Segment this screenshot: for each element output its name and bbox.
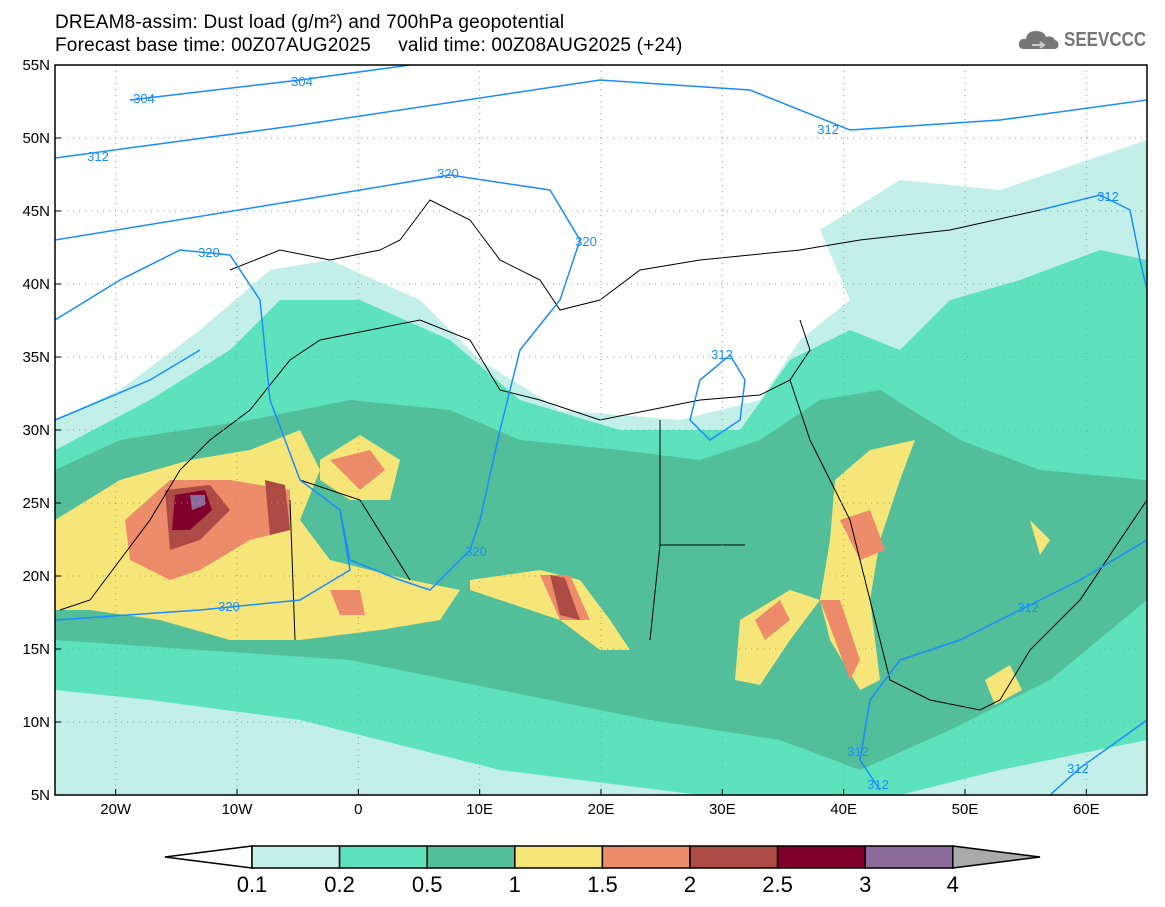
lon-tick-label: 30E <box>709 801 736 818</box>
lat-tick-label: 15N <box>22 641 50 658</box>
lat-tick-label: 40N <box>22 276 50 293</box>
colorbar-swatch <box>776 845 866 869</box>
contour-label: 312 <box>867 777 889 792</box>
colorbar-swatch <box>426 845 516 869</box>
coastlines <box>59 199 1147 711</box>
colorbar-swatch <box>864 845 954 869</box>
lat-tick-label: 55N <box>22 57 50 74</box>
contour-label: 320 <box>465 544 487 559</box>
contour-label: 312 <box>1017 600 1039 615</box>
colorbar-swatch <box>251 845 341 869</box>
geopotential-contours <box>55 65 1147 795</box>
colorbar-swatch <box>601 845 691 869</box>
lon-tick-label: 20W <box>100 801 132 818</box>
contour-label: 320 <box>437 166 459 181</box>
colorbar-label: 0.5 <box>412 872 443 897</box>
contour-labels: 304 304 312 312 312 312 312 312 312 312 … <box>87 74 1119 792</box>
colorbar-label: 2.5 <box>762 872 793 897</box>
longitude-labels: 20W 10W 0 10E 20E 30E 40E 50E 60E <box>100 789 1100 818</box>
contour-label: 312 <box>1097 189 1119 204</box>
contour-label: 320 <box>575 234 597 249</box>
colorbar-label: 0.2 <box>324 872 355 897</box>
lat-tick-label: 35N <box>22 349 50 366</box>
contour-label: 304 <box>133 91 155 106</box>
colorbar-swatch <box>338 845 428 869</box>
colorbar-low-arrow <box>164 845 253 869</box>
colorbar-swatch <box>514 845 604 869</box>
lon-tick-label: 50E <box>952 801 979 818</box>
contour-label: 312 <box>1067 761 1089 776</box>
chart-subtitle: Forecast base time: 00Z07AUG2025 valid t… <box>55 35 683 56</box>
colorbar-label: 2 <box>684 872 696 897</box>
dust-level-3 <box>190 495 205 510</box>
grid-lines <box>55 65 1147 795</box>
contour-label: 320 <box>218 599 240 614</box>
colorbar-label: 4 <box>947 872 959 897</box>
lon-tick-label: 0 <box>354 801 362 818</box>
lat-tick-label: 5N <box>31 787 50 804</box>
lon-tick-label: 40E <box>830 801 857 818</box>
colorbar-high-arrow <box>952 845 1041 869</box>
lat-tick-label: 20N <box>22 568 50 585</box>
seevccc-logo: SEEVCCC <box>1018 27 1161 53</box>
contour-label: 312 <box>711 347 733 362</box>
colorbar: 0.1 0.2 0.5 1 1.5 2 2.5 3 4 <box>164 845 1041 897</box>
lat-tick-label: 10N <box>22 714 50 731</box>
colorbar-label: 3 <box>859 872 871 897</box>
contour-label: 312 <box>847 744 869 759</box>
contour-label: 320 <box>198 245 220 260</box>
colorbar-label: 1.5 <box>587 872 618 897</box>
lon-tick-label: 10E <box>466 801 493 818</box>
chart-title: DREAM8-assim: Dust load (g/m²) and 700hP… <box>55 12 565 33</box>
latitude-labels: 55N 50N 45N 40N 35N 30N 25N 20N 15N 10N 5N <box>22 57 61 804</box>
contour-label: 312 <box>87 149 109 164</box>
colorbar-swatch <box>689 845 779 869</box>
lat-tick-label: 50N <box>22 130 50 147</box>
lon-tick-label: 60E <box>1073 801 1100 818</box>
cloud-icon <box>1018 31 1059 49</box>
colorbar-label: 0.1 <box>237 872 268 897</box>
logo-text: SEEVCCC <box>1064 28 1147 51</box>
lat-tick-label: 30N <box>22 422 50 439</box>
lon-tick-label: 10W <box>222 801 254 818</box>
contour-label: 312 <box>817 122 839 137</box>
contour-label: 304 <box>291 74 313 89</box>
lat-tick-label: 45N <box>22 203 50 220</box>
lon-tick-label: 20E <box>588 801 615 818</box>
lat-tick-label: 25N <box>22 495 50 512</box>
colorbar-label: 1 <box>509 872 521 897</box>
